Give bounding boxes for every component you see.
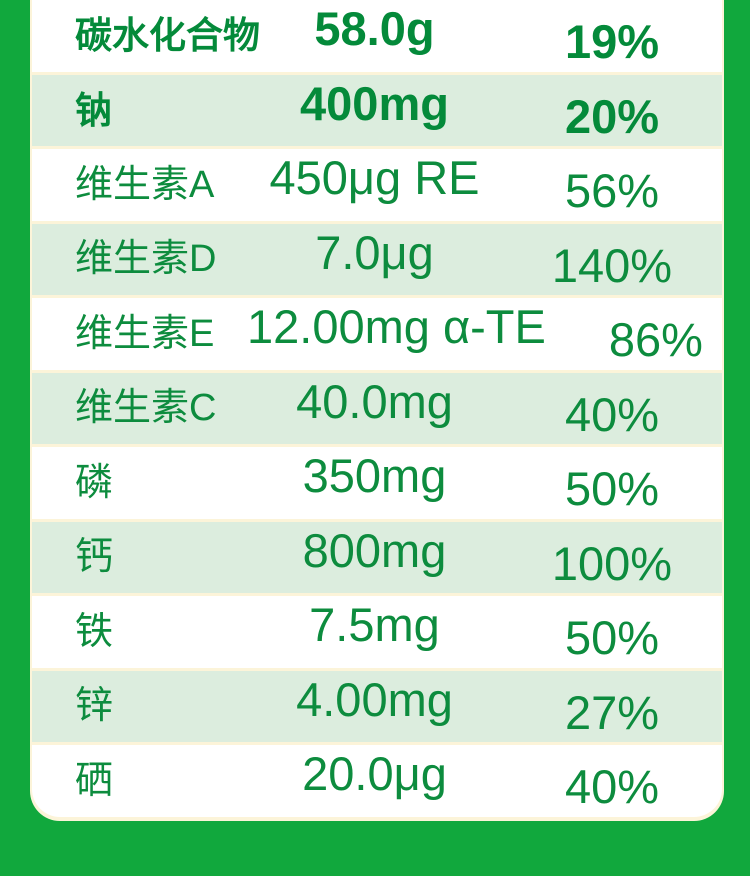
nutrient-name: 锌 [75,685,114,728]
nutrient-nrv: 50% [564,462,660,516]
nutrient-nrv: 40% [564,760,660,814]
nutrient-name: 钙 [75,536,114,579]
nutrient-amount: 7.0μg [315,225,434,279]
nutrient-nrv: 27% [564,685,660,739]
table-row: 钠 400mg 20% [32,74,722,146]
table-row: 维生素C 40.0mg 40% [32,372,722,444]
table-row: 铁 7.5mg 50% [32,596,722,668]
nutrient-amount: 800mg [302,523,447,577]
nutrient-amount: 7.5mg [309,598,440,652]
nutrient-nrv: 40% [564,387,660,441]
nutrient-name: 维生素D [75,238,217,281]
nutrient-amount: 400mg [300,76,449,130]
nutrient-name: 维生素E [75,312,215,355]
nutrient-name: 铁 [75,610,114,653]
table-row: 碳水化合物 58.0g 19% [32,0,722,72]
nutrient-amount: 40.0mg [296,374,453,428]
nutrient-name: 钠 [75,89,112,131]
nutrient-nrv: 50% [564,611,660,665]
nutrient-nrv: 86% [608,313,703,367]
nutrient-name: 碳水化合物 [75,15,260,57]
nutrient-nrv: 56% [564,164,660,218]
nutrient-nrv: 19% [564,15,660,69]
table-row: 锌 4.00mg 27% [32,670,722,742]
nutrient-nrv: 100% [551,536,673,590]
table-row: 磷 350mg 50% [32,447,722,519]
nutrient-amount: 12.00mg α-TE [247,300,546,354]
nutrient-nrv: 20% [564,89,660,143]
nutrient-amount: 20.0μg [302,747,447,801]
nutrient-name: 维生素A [75,163,215,206]
nutrient-name: 硒 [75,759,114,802]
nutrient-name: 磷 [75,461,114,504]
nutrition-table-card: 碳水化合物 58.0g 19% 钠 400mg 20% 维生素A 450μg R… [30,0,724,821]
nutrient-amount: 4.00mg [296,672,453,726]
nutrient-amount: 350mg [302,449,447,503]
table-row: 维生素E 12.00mg α-TE 86% [32,298,722,370]
table-row: 硒 20.0μg 40% [32,745,722,817]
table-row: 钙 800mg 100% [32,521,722,593]
nutrient-amount: 58.0g [314,2,435,56]
nutrient-nrv: 140% [551,238,673,292]
table-row: 维生素D 7.0μg 140% [32,223,722,295]
nutrient-name: 维生素C [75,387,217,430]
nutrient-amount: 450μg RE [269,151,480,205]
table-row: 维生素A 450μg RE 56% [32,149,722,221]
